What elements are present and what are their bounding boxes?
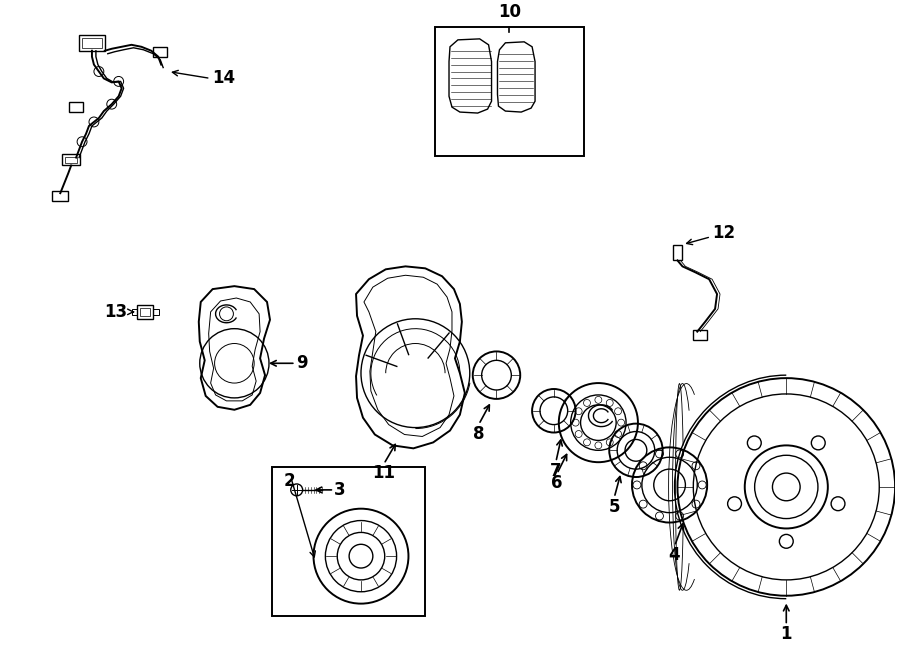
Text: 13: 13 [104,303,128,321]
Text: 14: 14 [212,69,236,87]
Bar [131,309,138,315]
Bar [82,38,102,48]
Bar [153,309,159,315]
Text: 1: 1 [780,625,792,643]
Text: 3: 3 [334,481,346,499]
Text: 5: 5 [608,498,620,516]
Bar [272,467,426,615]
Bar [52,191,68,201]
Bar [140,308,150,316]
Text: 7: 7 [550,462,562,480]
Text: 6: 6 [551,474,562,492]
Text: 11: 11 [373,464,395,482]
Bar [436,27,583,155]
Text: 10: 10 [498,3,521,21]
Text: 2: 2 [284,472,295,490]
Bar [138,305,153,319]
Text: 12: 12 [712,223,735,242]
Bar [153,47,167,57]
Bar [672,245,682,260]
Bar [65,157,77,163]
Text: 8: 8 [472,424,484,443]
Bar [79,35,104,51]
Text: 9: 9 [296,354,307,372]
Bar [62,153,80,165]
Text: 4: 4 [669,546,680,564]
Bar [69,102,83,112]
Bar [693,330,707,340]
